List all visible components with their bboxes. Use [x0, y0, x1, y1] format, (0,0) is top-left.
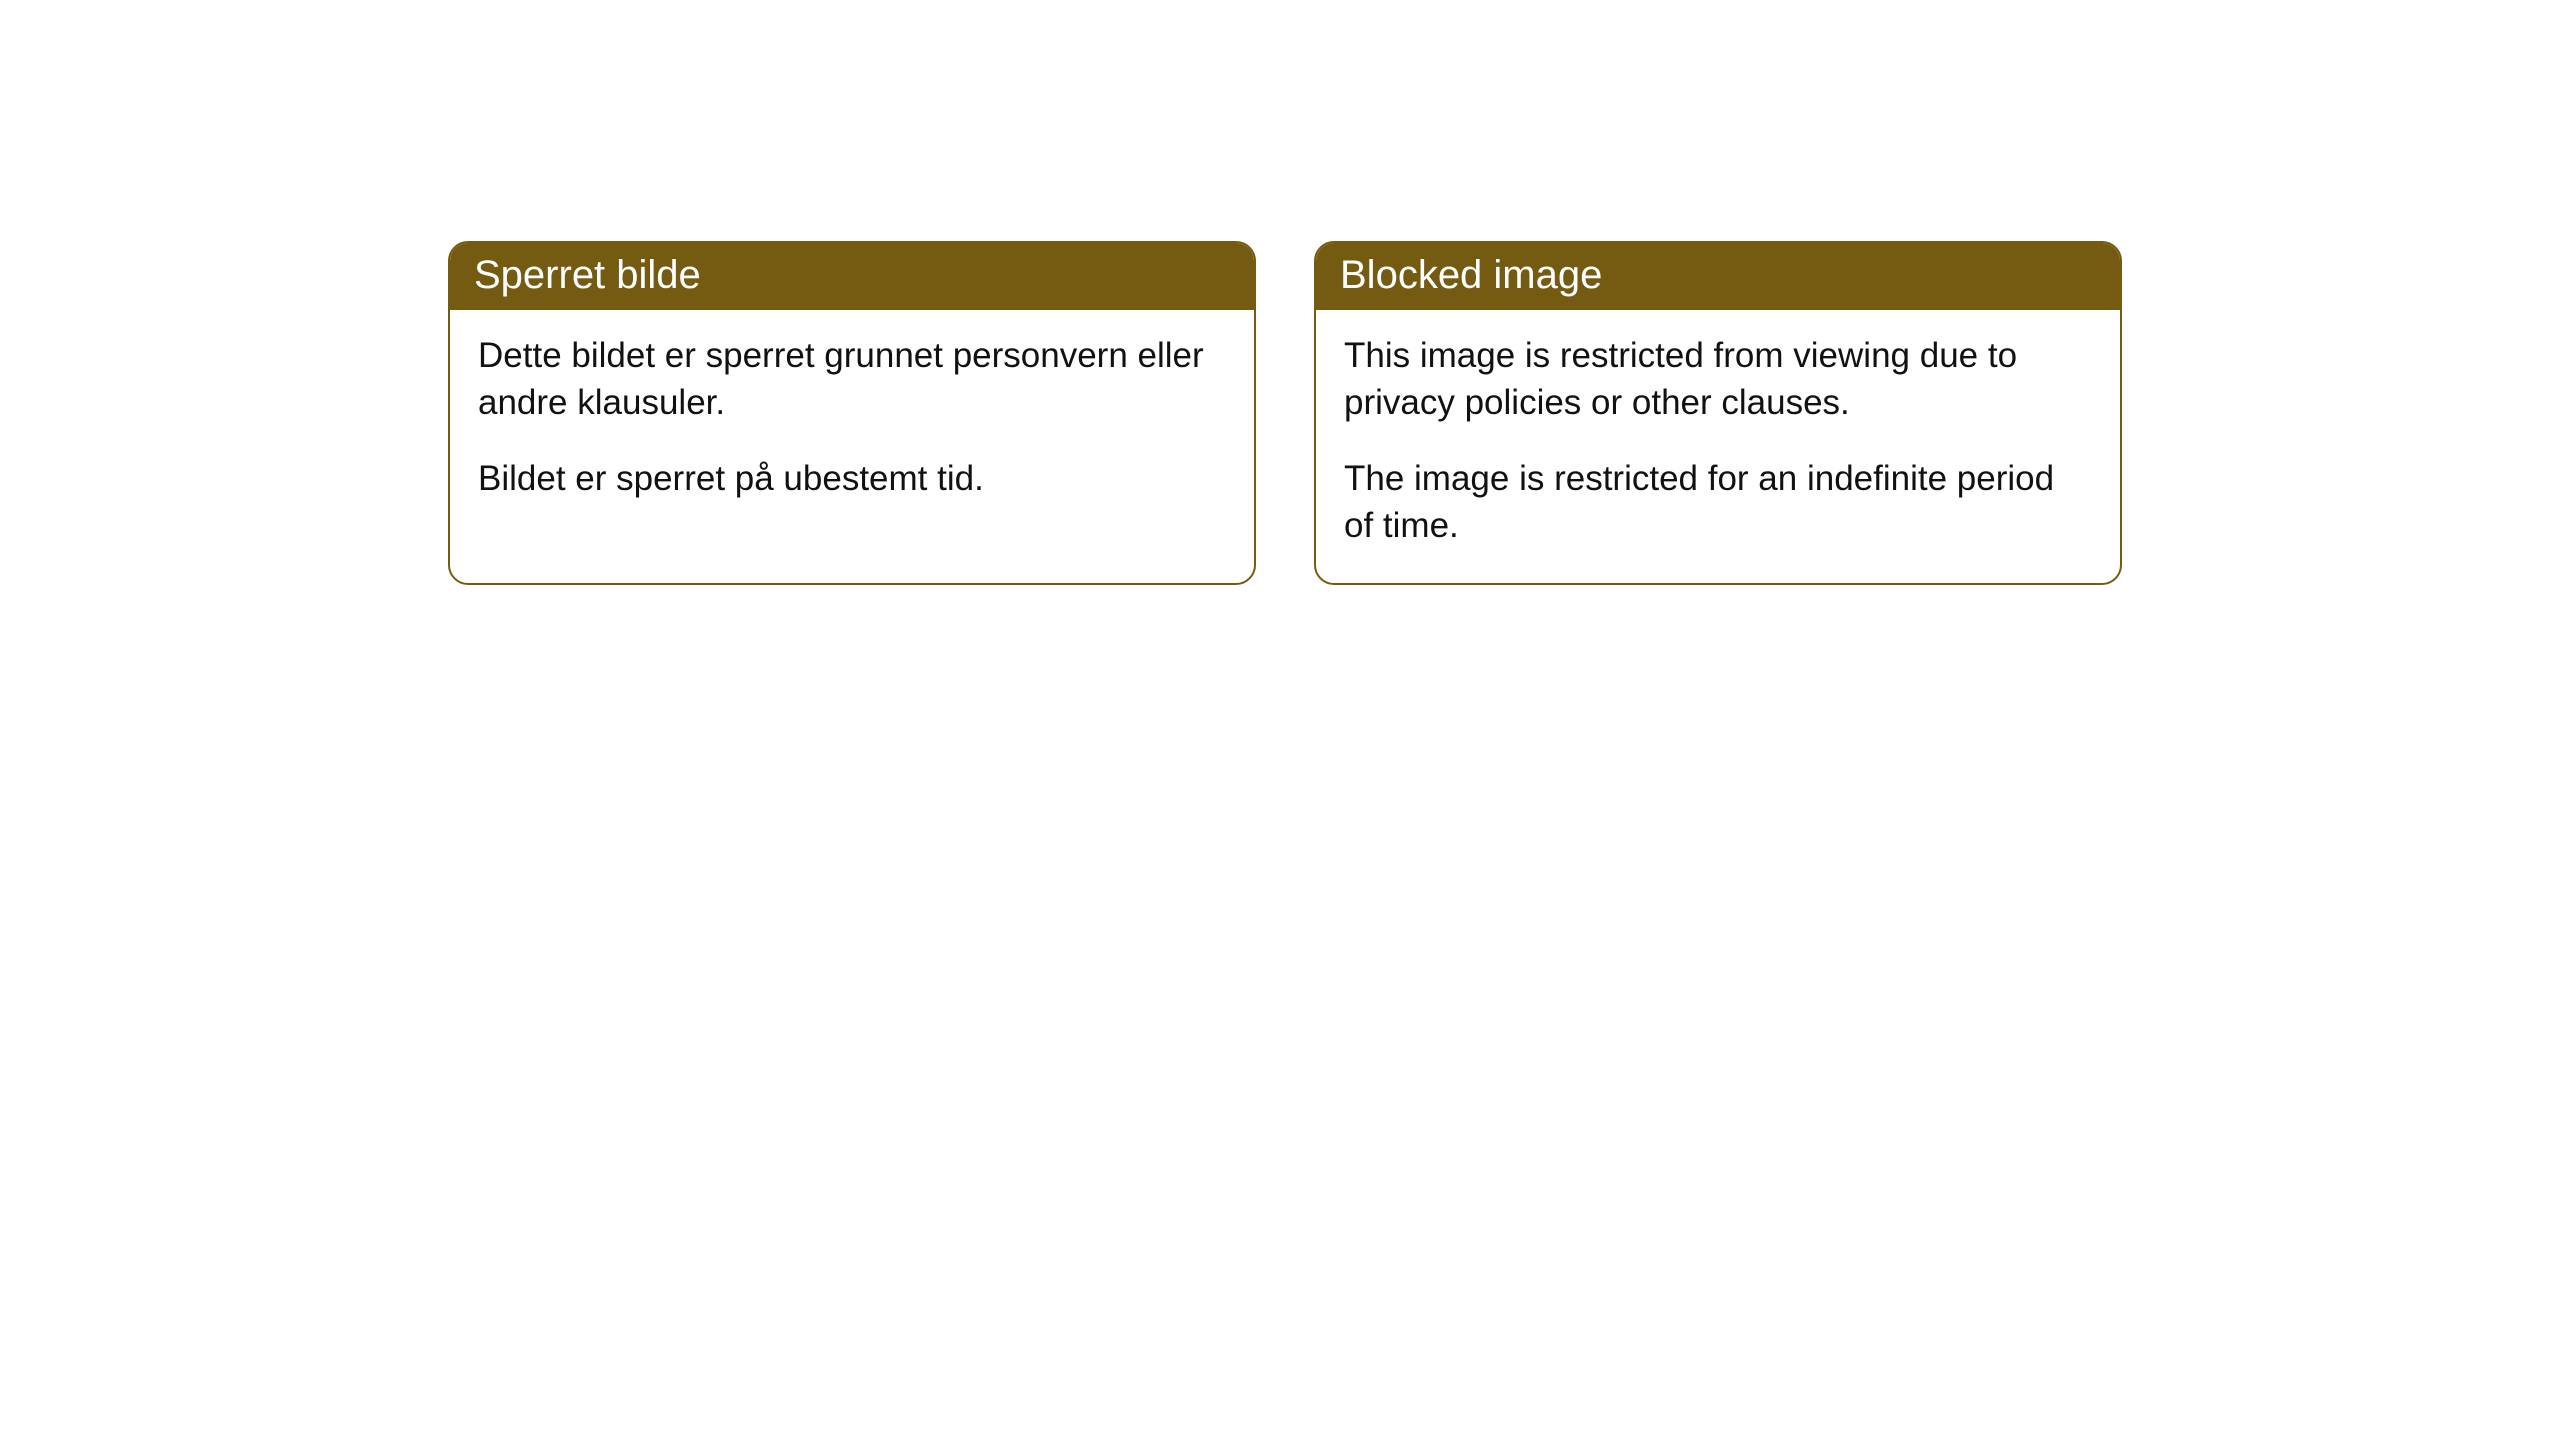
notice-paragraph: The image is restricted for an indefinit… [1344, 455, 2092, 550]
notice-header: Sperret bilde [450, 243, 1254, 310]
notice-header: Blocked image [1316, 243, 2120, 310]
notice-body: This image is restricted from viewing du… [1316, 310, 2120, 583]
notice-paragraph: Dette bildet er sperret grunnet personve… [478, 332, 1226, 427]
notice-card-english: Blocked image This image is restricted f… [1314, 241, 2122, 585]
notice-container: Sperret bilde Dette bildet er sperret gr… [448, 241, 2122, 585]
notice-card-norwegian: Sperret bilde Dette bildet er sperret gr… [448, 241, 1256, 585]
notice-paragraph: Bildet er sperret på ubestemt tid. [478, 455, 1226, 502]
notice-paragraph: This image is restricted from viewing du… [1344, 332, 2092, 427]
notice-body: Dette bildet er sperret grunnet personve… [450, 310, 1254, 536]
